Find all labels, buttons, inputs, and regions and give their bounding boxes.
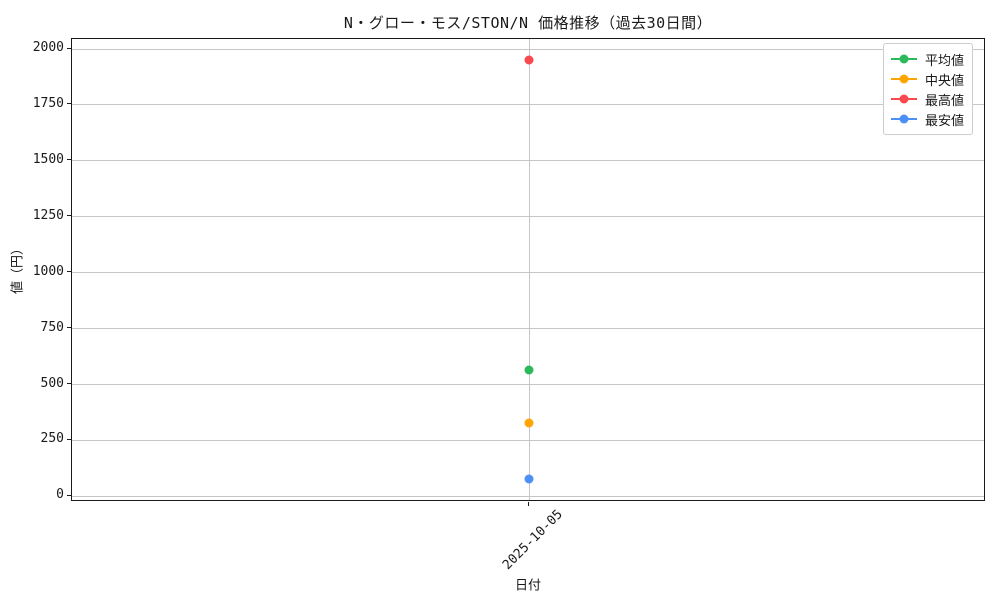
legend-item-mean: 平均値 xyxy=(891,49,964,69)
y-tick-label: 750 xyxy=(40,319,64,335)
y-tick-mark xyxy=(67,271,71,273)
data-point-min xyxy=(524,474,534,483)
min-line-marker-icon xyxy=(891,114,917,124)
y-tick-label: 250 xyxy=(40,431,64,447)
y-gridline xyxy=(72,495,984,497)
y-gridline xyxy=(72,216,984,218)
y-gridline xyxy=(72,104,984,106)
y-tick-mark xyxy=(67,103,71,105)
y-tick-label: 2000 xyxy=(32,40,64,56)
y-tick-mark xyxy=(67,383,71,385)
legend-label: 最高値 xyxy=(925,93,965,109)
legend-label: 最安値 xyxy=(925,113,965,129)
y-gridline xyxy=(72,48,984,50)
y-tick-label: 1250 xyxy=(32,207,64,223)
x-axis-label: 日付 xyxy=(514,578,542,594)
legend: 平均値 中央値 最高値 最安値 xyxy=(883,43,974,135)
y-gridline xyxy=(72,328,984,330)
mean-line-marker-icon xyxy=(891,54,917,64)
y-gridline xyxy=(72,160,984,162)
data-point-max xyxy=(524,55,534,65)
x-tick-label: 2025-10-05 xyxy=(499,507,566,573)
y-gridline xyxy=(72,439,984,441)
median-line-marker-icon xyxy=(891,74,917,84)
y-tick-mark xyxy=(67,494,71,496)
x-tick-mark xyxy=(527,502,529,506)
legend-item-median: 中央値 xyxy=(891,69,964,89)
y-tick-label: 1750 xyxy=(32,95,64,111)
y-tick-label: 500 xyxy=(40,375,64,391)
y-tick-mark xyxy=(67,438,71,440)
y-gridline xyxy=(72,272,984,274)
y-tick-mark xyxy=(67,159,71,161)
legend-label: 中央値 xyxy=(925,73,965,89)
y-tick-mark xyxy=(67,327,71,329)
data-point-mean xyxy=(524,365,534,375)
y-tick-label: 1500 xyxy=(32,151,64,167)
y-tick-mark xyxy=(67,215,71,217)
chart-title: N・グロー・モス/STON/N 価格推移（過去30日間） xyxy=(343,14,713,32)
legend-item-max: 最高値 xyxy=(891,89,964,109)
legend-item-min: 最安値 xyxy=(891,109,964,129)
max-line-marker-icon xyxy=(891,94,917,104)
x-gridline xyxy=(528,39,530,500)
legend-label: 平均値 xyxy=(925,53,965,69)
y-tick-mark xyxy=(67,47,71,49)
y-tick-label: 1000 xyxy=(32,263,64,279)
y-tick-label: 0 xyxy=(56,487,64,503)
y-gridline xyxy=(72,384,984,386)
plot-area xyxy=(71,38,985,501)
data-point-median xyxy=(524,418,534,428)
